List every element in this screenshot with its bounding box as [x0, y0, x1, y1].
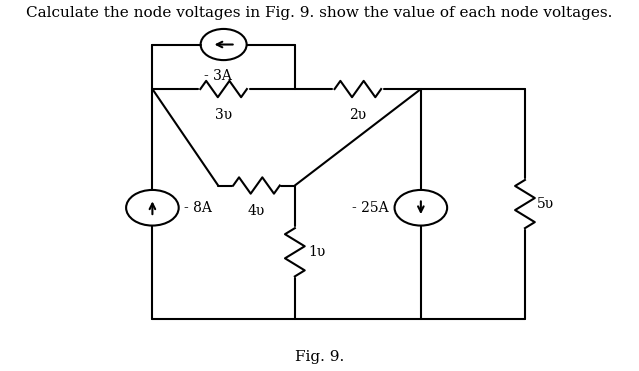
Text: - 3A: - 3A	[204, 69, 232, 83]
Text: 1υ: 1υ	[309, 245, 326, 259]
Text: 3υ: 3υ	[215, 108, 232, 122]
Text: 4υ: 4υ	[248, 204, 265, 218]
Text: 2υ: 2υ	[350, 108, 366, 122]
Text: - 8A: - 8A	[184, 201, 212, 215]
Text: Calculate the node voltages in Fig. 9. show the value of each node voltages.: Calculate the node voltages in Fig. 9. s…	[26, 6, 613, 20]
Text: 5υ: 5υ	[537, 197, 554, 211]
Text: Fig. 9.: Fig. 9.	[295, 349, 344, 364]
Text: - 25A: - 25A	[353, 201, 389, 215]
